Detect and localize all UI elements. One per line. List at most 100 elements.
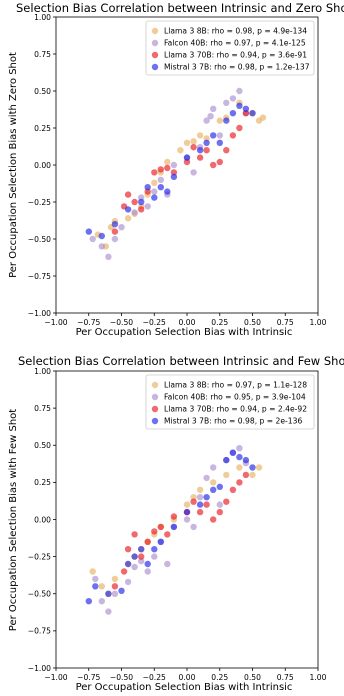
data-point	[151, 188, 158, 195]
x-tick-label: 0.50	[244, 673, 261, 682]
legend-marker	[151, 51, 159, 59]
data-point	[157, 184, 164, 191]
y-tick-label: 1.00	[34, 13, 51, 22]
data-point	[157, 523, 164, 531]
data-point	[131, 563, 138, 571]
data-point	[124, 578, 132, 586]
data-point	[242, 471, 250, 479]
y-tick-label: 0.50	[34, 441, 51, 450]
data-point	[144, 568, 151, 575]
chart-title: Selection Bias Correlation between Intri…	[18, 354, 344, 368]
data-point	[183, 508, 191, 516]
data-point	[85, 598, 93, 605]
data-point	[229, 132, 237, 139]
legend-box	[145, 20, 315, 76]
data-point	[210, 161, 217, 169]
data-point	[105, 608, 112, 615]
data-point	[183, 516, 191, 523]
data-point	[138, 546, 145, 553]
data-point	[229, 449, 237, 456]
series-2	[111, 471, 250, 590]
data-point	[138, 198, 145, 206]
data-point	[164, 164, 171, 172]
legend-label: Llama 3 8B: rho = 0.98, p = 4.9e-134	[164, 27, 307, 36]
series-3	[85, 449, 256, 605]
y-tick-label: −0.50	[28, 590, 51, 599]
data-point	[111, 235, 119, 243]
data-point	[196, 486, 204, 493]
data-point	[105, 590, 112, 597]
legend-marker	[151, 393, 159, 401]
data-point	[157, 176, 164, 183]
data-point	[210, 105, 217, 113]
x-tick-label: −0.75	[77, 673, 100, 682]
data-point	[203, 494, 210, 501]
x-tick-label: 0.75	[277, 673, 294, 682]
data-point	[190, 494, 197, 501]
data-point	[255, 464, 263, 471]
y-tick-label: 0.25	[34, 124, 51, 133]
data-point	[124, 546, 132, 553]
data-point	[111, 583, 119, 590]
data-point	[151, 528, 158, 535]
legend-marker	[151, 39, 159, 47]
x-tick-label: 0.00	[179, 318, 196, 327]
data-point	[85, 228, 93, 235]
data-point	[210, 516, 217, 523]
data-point	[144, 203, 151, 210]
y-tick-label: 0.00	[34, 515, 51, 524]
data-point	[216, 158, 223, 166]
data-point	[131, 531, 138, 538]
y-tick-label: 0.75	[34, 50, 51, 59]
y-tick-label: 0.75	[34, 404, 51, 413]
data-point	[203, 135, 210, 142]
data-point	[183, 154, 191, 161]
data-point	[210, 464, 217, 471]
data-point	[203, 147, 210, 154]
data-point	[242, 110, 250, 117]
data-point	[236, 464, 243, 471]
x-axis-label: Per Occupation Selection Bias with Intri…	[76, 327, 293, 338]
y-axis-label: Per Occupation Selection Bias with Zero …	[8, 52, 19, 278]
data-point	[183, 501, 191, 508]
data-point	[164, 158, 171, 166]
series-3	[85, 102, 256, 240]
data-point	[216, 117, 223, 124]
legend-label: Falcon 40B: rho = 0.97, p = 4.1e-125	[164, 39, 306, 48]
legend-marker	[151, 417, 159, 425]
series-1	[92, 445, 250, 615]
data-point	[242, 105, 250, 113]
x-tick-label: 0.25	[211, 673, 228, 682]
data-point	[170, 513, 178, 520]
data-point	[170, 169, 178, 176]
data-point	[249, 471, 256, 479]
data-point	[177, 147, 184, 154]
legend-marker	[151, 405, 159, 413]
x-tick-label: −0.50	[110, 318, 133, 327]
data-point	[151, 179, 158, 186]
data-point	[236, 479, 243, 486]
data-point	[131, 198, 138, 206]
data-point	[216, 139, 223, 146]
chart-zero-shot: Selection Bias Correlation between Intri…	[8, 1, 344, 338]
y-tick-label: 1.00	[34, 367, 51, 376]
data-point	[144, 538, 151, 545]
data-point	[120, 568, 128, 575]
legend-label: Llama 3 8B: rho = 0.97, p = 1.1e-128	[164, 381, 307, 390]
data-point	[236, 102, 243, 110]
data-point	[89, 235, 96, 243]
data-point	[210, 486, 217, 493]
y-tick-label: −0.75	[28, 627, 51, 636]
data-point	[190, 523, 197, 531]
series-2	[111, 110, 250, 235]
y-tick-label: 0.50	[34, 87, 51, 96]
legend-marker	[151, 381, 159, 389]
legend-label: Mistral 3 7B: rho = 0.98, p = 1.2e-137	[164, 63, 310, 72]
data-point	[111, 590, 119, 597]
data-point	[164, 188, 171, 195]
data-point	[210, 479, 217, 486]
y-tick-label: −0.75	[28, 272, 51, 281]
data-point	[190, 144, 197, 151]
